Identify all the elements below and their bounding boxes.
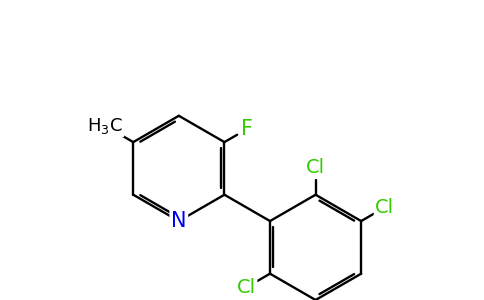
Text: N: N [171, 211, 187, 231]
Text: $\mathregular{H_3C}$: $\mathregular{H_3C}$ [87, 116, 123, 136]
Text: Cl: Cl [306, 158, 325, 177]
Text: Cl: Cl [375, 198, 394, 217]
Text: Cl: Cl [237, 278, 256, 297]
Text: F: F [241, 119, 253, 139]
